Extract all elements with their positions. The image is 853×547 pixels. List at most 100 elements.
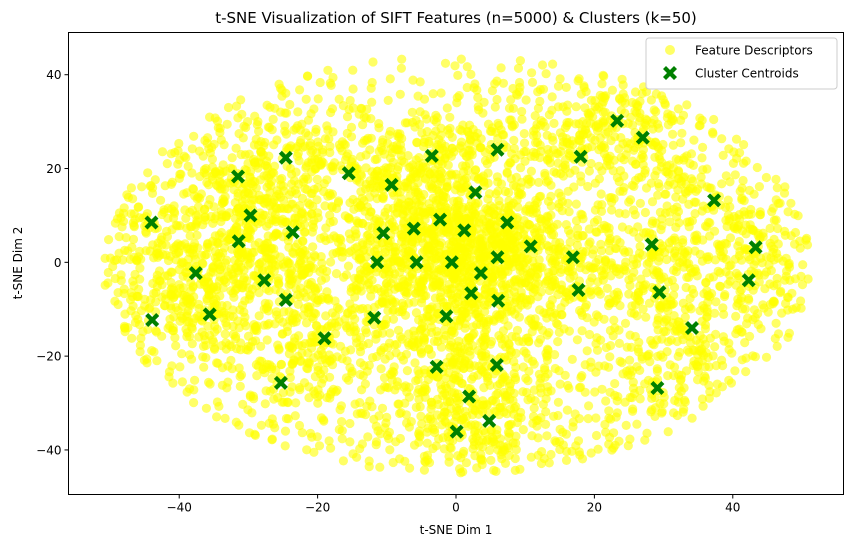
feature-point [285, 387, 295, 397]
feature-point [346, 122, 357, 132]
feature-point [597, 200, 607, 210]
feature-point [611, 263, 621, 273]
feature-point [298, 177, 309, 187]
feature-point [287, 359, 297, 369]
feature-point [357, 385, 367, 395]
feature-point [577, 454, 588, 464]
feature-point [474, 361, 484, 371]
feature-point [549, 265, 560, 276]
feature-point [703, 217, 714, 227]
feature-point [625, 365, 635, 375]
feature-point [160, 181, 170, 191]
feature-point [532, 415, 542, 426]
feature-point [543, 176, 553, 186]
feature-point [511, 348, 521, 358]
feature-point [385, 153, 396, 163]
feature-point [220, 329, 230, 339]
feature-point [114, 208, 124, 218]
feature-point [408, 75, 418, 85]
feature-point [308, 242, 318, 252]
feature-point [219, 275, 230, 285]
feature-point [738, 158, 749, 168]
feature-point [659, 317, 669, 327]
feature-point [684, 302, 694, 312]
feature-point [691, 359, 701, 370]
feature-point [342, 112, 353, 122]
feature-point [330, 329, 341, 339]
feature-point [563, 380, 573, 391]
feature-point [428, 281, 438, 291]
feature-point [520, 298, 530, 308]
feature-point [385, 338, 395, 348]
feature-point [172, 221, 183, 231]
feature-point [682, 100, 692, 110]
feature-point [295, 292, 305, 302]
feature-point [470, 172, 480, 182]
feature-point [646, 407, 656, 417]
feature-point [635, 248, 645, 258]
feature-point [267, 125, 277, 135]
feature-point [182, 294, 192, 304]
feature-point [640, 435, 650, 445]
feature-point [709, 114, 719, 125]
feature-point [481, 204, 491, 214]
feature-point [550, 436, 560, 446]
feature-point [302, 445, 312, 455]
feature-point [793, 211, 803, 221]
feature-point [609, 315, 619, 325]
feature-point [253, 361, 263, 371]
feature-point [553, 81, 564, 91]
feature-point [508, 83, 518, 94]
feature-point [560, 123, 571, 133]
feature-point [345, 437, 355, 447]
feature-point [259, 320, 269, 330]
feature-point [429, 230, 439, 241]
feature-point [445, 112, 455, 122]
feature-point [562, 405, 573, 415]
feature-point [710, 226, 720, 236]
feature-point [718, 303, 728, 313]
feature-point [427, 327, 437, 338]
feature-point [274, 260, 284, 270]
feature-point [675, 347, 685, 357]
feature-point [644, 298, 655, 308]
feature-point [678, 110, 689, 120]
feature-point [734, 324, 744, 334]
feature-point [577, 326, 587, 336]
feature-point [263, 231, 273, 241]
feature-point [517, 189, 527, 200]
feature-point [657, 158, 667, 168]
feature-point [607, 205, 617, 215]
feature-point [619, 155, 629, 165]
feature-point [413, 366, 423, 376]
feature-point [688, 160, 699, 170]
feature-point [509, 135, 519, 145]
feature-point [371, 440, 381, 450]
feature-point [674, 391, 684, 401]
feature-point [705, 183, 715, 193]
feature-point [641, 114, 651, 124]
feature-point [667, 275, 677, 285]
feature-point [591, 413, 601, 423]
feature-point [189, 385, 199, 395]
feature-point [196, 189, 206, 199]
feature-point [653, 325, 663, 335]
feature-point [385, 126, 395, 136]
feature-point [385, 351, 395, 361]
feature-point [261, 362, 272, 373]
feature-point [326, 80, 336, 90]
feature-point [364, 462, 374, 472]
feature-point [356, 408, 366, 418]
feature-point [537, 234, 547, 244]
feature-point [209, 337, 219, 347]
feature-point [322, 121, 332, 131]
feature-point [777, 308, 787, 318]
feature-point [217, 363, 228, 373]
feature-point [355, 369, 365, 380]
feature-point [403, 151, 413, 161]
feature-point [152, 244, 162, 254]
feature-point [546, 302, 556, 312]
feature-point [513, 202, 523, 212]
feature-point [346, 283, 356, 293]
feature-point [500, 203, 510, 213]
